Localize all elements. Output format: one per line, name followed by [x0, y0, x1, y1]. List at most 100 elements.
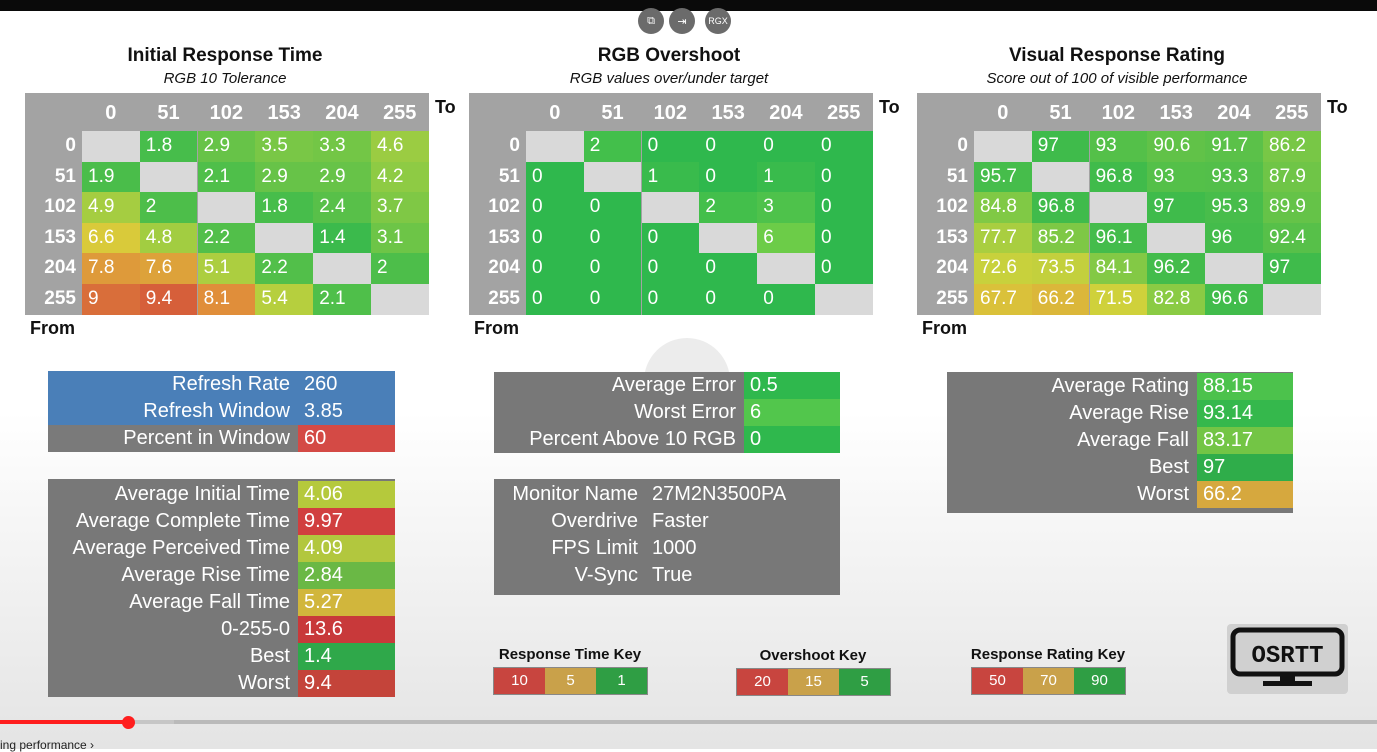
heatmap-cell: 4.6: [371, 131, 429, 162]
heatmap-cell: 96.6: [1205, 284, 1263, 315]
heatmap-cell: 0: [815, 253, 873, 284]
stat-row: Refresh Window 3.85: [48, 398, 395, 425]
heatmap-cell: 97: [1147, 192, 1205, 223]
heatmap-cell: 0: [526, 284, 584, 315]
heatmap-cell: 85.2: [1031, 222, 1090, 254]
rgx-icon[interactable]: RGX: [705, 8, 731, 34]
key-swatch: 1: [596, 668, 647, 694]
refresh-stats-panel: Refresh Rate 260 Refresh Window 3.85 Percent…: [48, 371, 395, 452]
heatmap-cell: 77.7: [974, 222, 1032, 254]
to-label: To: [1327, 97, 1348, 117]
heatmap-cell: 4.8: [139, 222, 198, 254]
heatmap-cell: 2.4: [313, 192, 371, 223]
stat-value: 27M2N3500PA: [652, 483, 787, 505]
heatmap-cell: 4.9: [82, 192, 140, 223]
video-scrubber-handle[interactable]: [122, 716, 135, 729]
stat-value: 1000: [652, 537, 697, 559]
stat-row: Average Rise 93.14: [947, 400, 1293, 427]
grid-subtitle: RGB 10 Tolerance: [163, 70, 287, 87]
heatmap-cell: 2: [699, 192, 757, 223]
column-header: 153: [711, 102, 745, 124]
heatmap-cell: 92.4: [1263, 222, 1321, 254]
heatmap-cell: 67.7: [974, 284, 1032, 315]
video-progress-bar[interactable]: [0, 720, 1377, 724]
heatmap-cell: 0: [526, 192, 584, 223]
stat-row: Average Error 0.5: [494, 372, 840, 399]
column-header: 204: [325, 102, 359, 124]
heatmap-cell: 1.9: [82, 161, 140, 193]
stat-label: Average Rise Time: [121, 564, 290, 586]
key-swatch: 20: [737, 669, 788, 695]
heatmap-cell: 0: [815, 222, 873, 254]
heatmap-cell: 96.8: [1089, 161, 1148, 193]
heatmap-cell: 9: [82, 284, 140, 315]
chapter-title[interactable]: ing performance ›: [0, 738, 95, 752]
color-key: 50 70 90: [971, 667, 1126, 695]
stat-label: FPS Limit: [551, 537, 638, 559]
heatmap-cell: 2: [139, 192, 198, 223]
heatmap-cell: [197, 192, 256, 223]
stat-value: 1.4: [298, 643, 395, 670]
row-header: 153: [488, 226, 520, 248]
heatmap-cell: 1.8: [255, 192, 313, 223]
stat-label: Worst: [238, 672, 290, 694]
heatmap-cell: [82, 131, 140, 162]
heatmap-cell: 7.8: [82, 253, 140, 284]
heatmap-cell: [313, 253, 371, 284]
stat-row: Average Initial Time 4.06: [48, 481, 395, 508]
heatmap-cell: [757, 253, 815, 284]
heatmap-cell: 0: [815, 131, 873, 162]
heatmap-cell: [1147, 222, 1205, 254]
heatmap-cell: 2: [371, 253, 429, 284]
heatmap-cell: 3.3: [313, 131, 371, 162]
color-key: 10 5 1: [493, 667, 648, 695]
stat-label: Refresh Rate: [48, 371, 298, 398]
logo-text: OSRTT: [1251, 643, 1323, 670]
heatmap-cell: 93: [1089, 131, 1148, 162]
stat-value: 83.17: [1197, 427, 1293, 454]
stat-row: Refresh Rate 260: [48, 371, 395, 398]
heatmap-cell: 1.8: [139, 131, 198, 162]
key-swatch: 90: [1074, 668, 1125, 694]
stat-label: Percent Above 10 RGB: [529, 428, 736, 450]
stat-label: Average Fall Time: [129, 591, 290, 613]
stat-label: Average Complete Time: [75, 510, 290, 532]
heatmap-cell: 0: [583, 222, 642, 254]
stat-value: 9.97: [298, 508, 395, 535]
stat-value: 5.27: [298, 589, 395, 616]
row-header: 102: [936, 196, 968, 218]
stat-label: Average Perceived Time: [72, 537, 290, 559]
column-header: 153: [1159, 102, 1193, 124]
heatmap-cell: 0: [526, 222, 584, 254]
row-header: 204: [44, 257, 76, 279]
column-header: 51: [157, 102, 180, 124]
heatmap-cell: [583, 161, 642, 193]
stat-row: Average Rise Time 2.84: [48, 562, 395, 589]
heatmap-cell: 93: [1147, 161, 1205, 193]
grid-subtitle: RGB values over/under target: [569, 70, 769, 87]
heatmap-grid: 0 0 51 51 102 102 153 153 204 204 255 255 97 93 90.6 91…: [917, 93, 1321, 315]
row-header: 51: [946, 165, 968, 187]
from-label: From: [922, 318, 967, 338]
column-header: 102: [209, 102, 244, 124]
column-header: 204: [769, 102, 803, 124]
stat-value: 4.06: [298, 481, 395, 508]
heatmap-cell: 6.6: [82, 222, 140, 254]
stat-row: 0-255-0 13.6: [48, 616, 395, 643]
stat-label: Worst Error: [634, 401, 736, 423]
heatmap-cell: 66.2: [1031, 284, 1090, 315]
copy-icon[interactable]: ⧉: [638, 8, 664, 34]
stat-value: 13.6: [298, 616, 395, 643]
heatmap-cell: 8.1: [197, 284, 256, 315]
heatmap-cell: [255, 222, 313, 254]
heatmap-cell: 7.6: [139, 253, 198, 284]
stat-value: 0.5: [744, 372, 840, 399]
exit-icon[interactable]: ⇥: [669, 8, 695, 34]
heatmap-cell: 0: [526, 253, 584, 284]
stat-value: 97: [1197, 454, 1293, 481]
heatmap-cell: 2.2: [255, 253, 313, 284]
heatmap-cell: [641, 192, 700, 223]
stat-value: 0: [744, 426, 840, 453]
heatmap-cell: 1: [641, 161, 700, 193]
to-label: To: [435, 97, 456, 117]
